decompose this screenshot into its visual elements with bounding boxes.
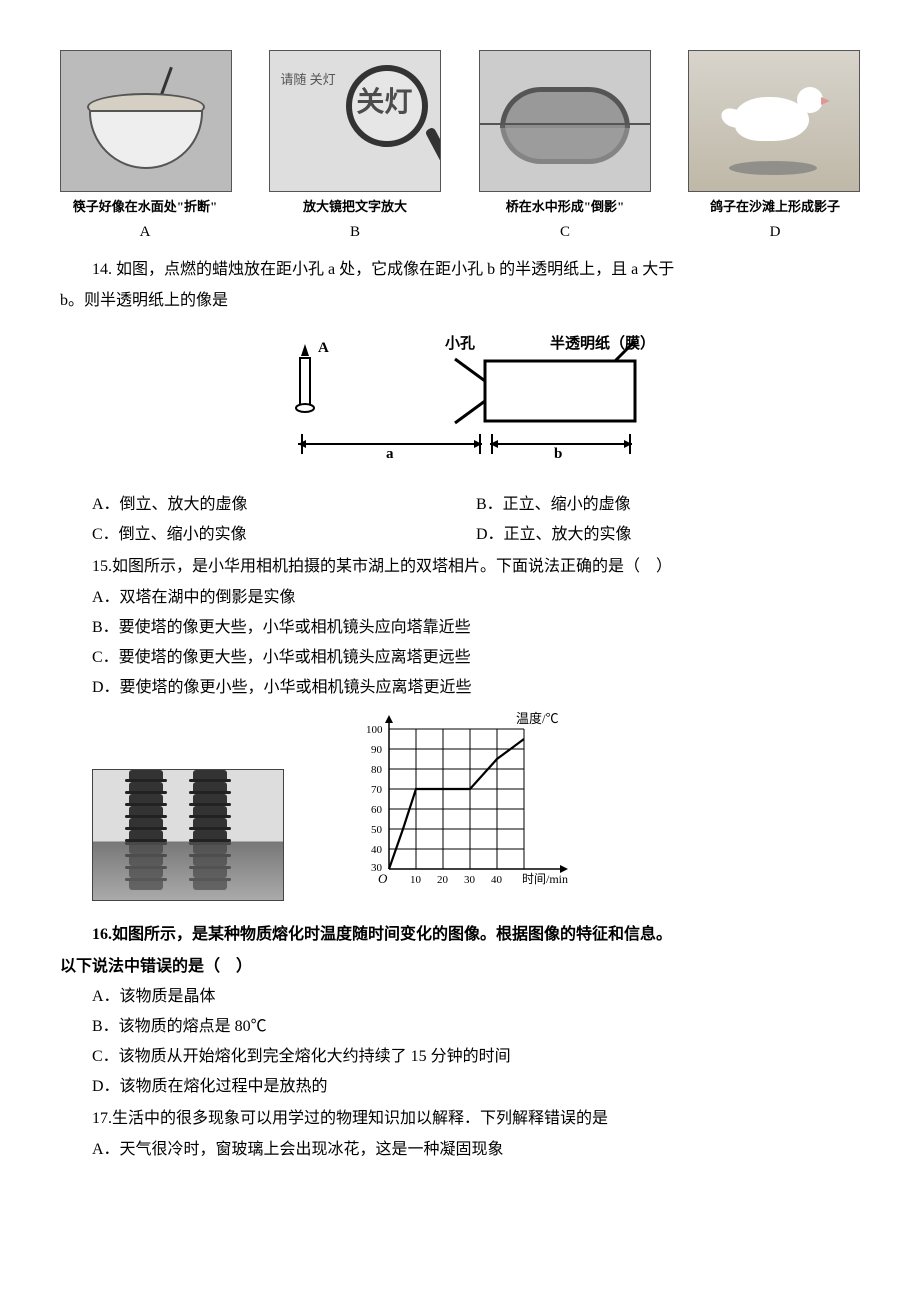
- q16-opt-a: A．该物质是晶体: [92, 983, 860, 1010]
- q13-img-d: [688, 50, 860, 192]
- svg-text:40: 40: [491, 874, 503, 886]
- svg-text:80: 80: [371, 764, 383, 776]
- q17-opt-a: A．天气很冷时，窗玻璃上会出现冰花，这是一种凝固现象: [92, 1136, 860, 1163]
- q14-opts-row2: C．倒立、缩小的实像 D．正立、放大的实像: [92, 521, 860, 548]
- bowl-illustration: [61, 51, 231, 191]
- svg-text:30: 30: [464, 874, 476, 886]
- svg-text:10: 10: [410, 874, 422, 886]
- label-a-candle: A: [318, 340, 329, 356]
- dove-illustration: [689, 51, 859, 191]
- caption-c: 桥在水中形成"倒影": [480, 196, 650, 218]
- x-axis-label: 时间/min: [522, 872, 568, 886]
- q15-opt-c: C．要使塔的像更大些，小华或相机镜头应离塔更远些: [92, 644, 860, 671]
- dim-a: a: [386, 446, 394, 462]
- q16-opt-d: D．该物质在熔化过程中是放热的: [92, 1073, 860, 1100]
- svg-text:90: 90: [371, 744, 383, 756]
- q13-img-c: [479, 50, 651, 192]
- svg-text:100: 100: [366, 724, 383, 736]
- caption-a: 筷子好像在水面处"折断": [60, 196, 230, 218]
- q15-opt-d: D．要使塔的像更小些，小华或相机镜头应离塔更近些: [92, 674, 860, 701]
- letter-c: C: [480, 220, 650, 246]
- q14-stem-2: b。则半透明纸上的像是: [60, 287, 860, 314]
- svg-text:60: 60: [371, 804, 383, 816]
- q16-opt-b: B．该物质的熔点是 80℃: [92, 1013, 860, 1040]
- svg-text:40: 40: [371, 844, 383, 856]
- q14-diagram: A 小孔 半透明纸（膜） a b: [60, 326, 860, 475]
- q15-opt-b: B．要使塔的像更大些，小华或相机镜头应向塔靠近些: [92, 614, 860, 641]
- q15-stem: 15.如图所示，是小华用相机拍摄的某市湖上的双塔相片。下面说法正确的是（ ）: [60, 553, 860, 580]
- caption-b: 放大镜把文字放大: [270, 196, 440, 218]
- q15-opt-a: A．双塔在湖中的倒影是实像: [92, 584, 860, 611]
- pinhole-svg: A 小孔 半透明纸（膜） a b: [250, 326, 670, 466]
- q13-img-a: [60, 50, 232, 192]
- temp-chart-svg: 温度/℃: [344, 711, 584, 901]
- svg-text:50: 50: [371, 824, 383, 836]
- q14-stem-1: 14. 如图，点燃的蜡烛放在距小孔 a 处，它成像在距小孔 b 的半透明纸上，且…: [60, 256, 860, 283]
- letter-d: D: [690, 220, 860, 246]
- q16-stem-1: 16.如图所示，是某种物质熔化时温度随时间变化的图像。根据图像的特征和信息。: [60, 921, 860, 948]
- q14-opts-row1: A．倒立、放大的虚像 B．正立、缩小的虚像: [92, 491, 860, 518]
- letter-b: B: [270, 220, 440, 246]
- q16-opt-c: C．该物质从开始熔化到完全熔化大约持续了 15 分钟的时间: [92, 1043, 860, 1070]
- dim-b: b: [554, 446, 562, 462]
- label-hole: 小孔: [445, 335, 475, 352]
- temperature-chart: 温度/℃: [344, 711, 584, 901]
- q13-img-b: 请随 关灯 关灯: [269, 50, 441, 192]
- magnifier-illustration: 请随 关灯 关灯: [270, 51, 440, 191]
- q15-q16-figure-row: 温度/℃: [92, 711, 860, 901]
- q14-opt-a: A．倒立、放大的虚像: [92, 491, 476, 518]
- letter-a: A: [60, 220, 230, 246]
- caption-d: 鸽子在沙滩上形成影子: [690, 196, 860, 218]
- q16-stem-2: 以下说法中错误的是（ ）: [60, 953, 860, 980]
- q17-stem: 17.生活中的很多现象可以用学过的物理知识加以解释．下列解释错误的是: [60, 1105, 860, 1132]
- svg-text:70: 70: [371, 784, 383, 796]
- bridge-illustration: [480, 51, 650, 191]
- origin-label: O: [378, 871, 388, 886]
- q14-opt-b: B．正立、缩小的虚像: [476, 491, 860, 518]
- pagoda-photo: [92, 769, 284, 901]
- q13-image-row: 请随 关灯 关灯: [60, 50, 860, 192]
- q14-opt-c: C．倒立、缩小的实像: [92, 521, 476, 548]
- q13-letters: A B C D: [60, 220, 860, 246]
- y-axis-label: 温度/℃: [516, 711, 559, 726]
- q14-opt-d: D．正立、放大的实像: [476, 521, 860, 548]
- q13-captions: 筷子好像在水面处"折断" 放大镜把文字放大 桥在水中形成"倒影" 鸽子在沙滩上形…: [60, 196, 860, 218]
- svg-text:20: 20: [437, 874, 449, 886]
- label-screen: 半透明纸（膜）: [550, 334, 655, 352]
